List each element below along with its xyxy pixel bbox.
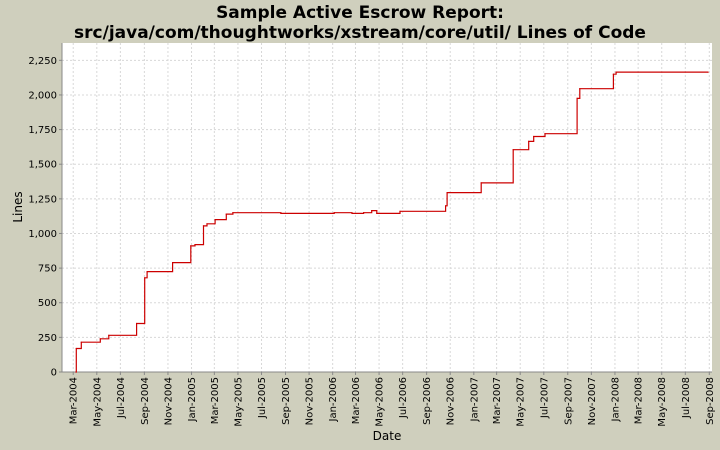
data-point (371, 210, 373, 212)
y-tick-label: 1,750 (28, 125, 57, 136)
x-tick-label: May-2004 (92, 377, 103, 427)
x-tick-label: May-2008 (657, 377, 668, 427)
x-tick-label: Nov-2004 (163, 377, 174, 425)
y-tick-label: 250 (38, 333, 57, 344)
data-point (579, 88, 581, 90)
data-point (75, 371, 77, 373)
x-tick-label: Nov-2006 (446, 377, 457, 425)
data-point (225, 213, 227, 215)
x-tick-label: Mar-2005 (210, 377, 221, 424)
x-tick-label: Jan-2006 (328, 377, 339, 422)
data-point (144, 277, 146, 279)
data-point (202, 225, 205, 227)
data-point (172, 262, 174, 264)
y-tick-label: 2,000 (28, 90, 57, 101)
data-point (445, 205, 447, 207)
x-tick-label: Sep-2005 (281, 377, 292, 425)
x-tick-label: Jul-2007 (539, 377, 550, 419)
x-tick-label: Jul-2004 (116, 377, 127, 419)
data-point (108, 334, 110, 336)
x-tick-label: May-2007 (516, 377, 527, 427)
data-point (707, 71, 709, 73)
x-axis-ticks: Mar-2004 May-2004 Jul-2004 Sep-2004 Nov-2004… (69, 372, 716, 427)
x-tick-label: Jul-2006 (398, 377, 409, 419)
data-point (146, 271, 148, 273)
plot-area (62, 43, 712, 372)
data-point (206, 223, 208, 225)
x-tick-label: Jan-2005 (187, 377, 198, 422)
x-axis-label: Date (373, 429, 402, 443)
grid-lines (62, 43, 712, 372)
data-point (80, 341, 82, 343)
data-point (544, 133, 546, 135)
x-tick-label: Jul-2008 (681, 377, 692, 419)
data-point (376, 212, 378, 214)
data-point (75, 347, 77, 350)
data-point (615, 71, 617, 73)
series-group (75, 71, 709, 373)
data-point (480, 182, 482, 184)
y-tick-label: 0 (51, 368, 57, 379)
data-point (363, 212, 365, 214)
data-point (612, 73, 615, 75)
y-axis-label: Lines (11, 191, 25, 222)
x-tick-label: Nov-2007 (587, 377, 598, 425)
data-point (214, 219, 216, 221)
data-point (232, 212, 234, 214)
data-point (136, 322, 138, 325)
y-axis-ticks: 0 250 500 750 1,000 1,250 1,500 1,750 2,000 2,250 (28, 56, 62, 379)
data-point (446, 192, 448, 194)
x-tick-label: Jul-2005 (257, 377, 268, 419)
data-point (399, 210, 401, 212)
data-point (280, 212, 282, 214)
x-tick-label: Sep-2008 (705, 377, 716, 425)
chart-subtitle: src/java/com/thoughtworks/xstream/core/u… (74, 23, 646, 43)
y-tick-label: 1,000 (28, 229, 57, 240)
x-tick-label: Mar-2008 (634, 377, 645, 424)
x-tick-label: Sep-2006 (422, 377, 433, 425)
data-point (333, 212, 335, 214)
axes (61, 43, 712, 373)
data-point (533, 135, 535, 138)
x-tick-label: Mar-2004 (69, 377, 80, 424)
data-point (99, 338, 101, 340)
y-tick-label: 500 (38, 298, 57, 309)
data-point (576, 97, 578, 99)
y-tick-label: 2,250 (28, 56, 57, 67)
x-tick-label: Mar-2006 (351, 377, 362, 424)
x-tick-label: Jan-2008 (610, 377, 621, 422)
x-tick-label: May-2006 (375, 377, 386, 427)
y-tick-label: 1,500 (28, 160, 57, 171)
data-point (351, 212, 353, 214)
x-tick-label: Jan-2007 (469, 377, 480, 422)
chart-title: Sample Active Escrow Report: (216, 3, 504, 23)
data-point (194, 244, 196, 246)
x-tick-label: May-2005 (233, 377, 244, 427)
data-point (528, 140, 530, 142)
data-point (190, 245, 192, 247)
x-tick-label: Sep-2004 (140, 377, 151, 425)
x-tick-label: Nov-2005 (305, 377, 316, 425)
x-tick-label: Sep-2007 (563, 377, 574, 425)
y-tick-label: 750 (38, 264, 57, 275)
y-tick-label: 1,250 (28, 194, 57, 205)
data-point (512, 149, 514, 151)
x-tick-label: Mar-2007 (492, 377, 503, 424)
